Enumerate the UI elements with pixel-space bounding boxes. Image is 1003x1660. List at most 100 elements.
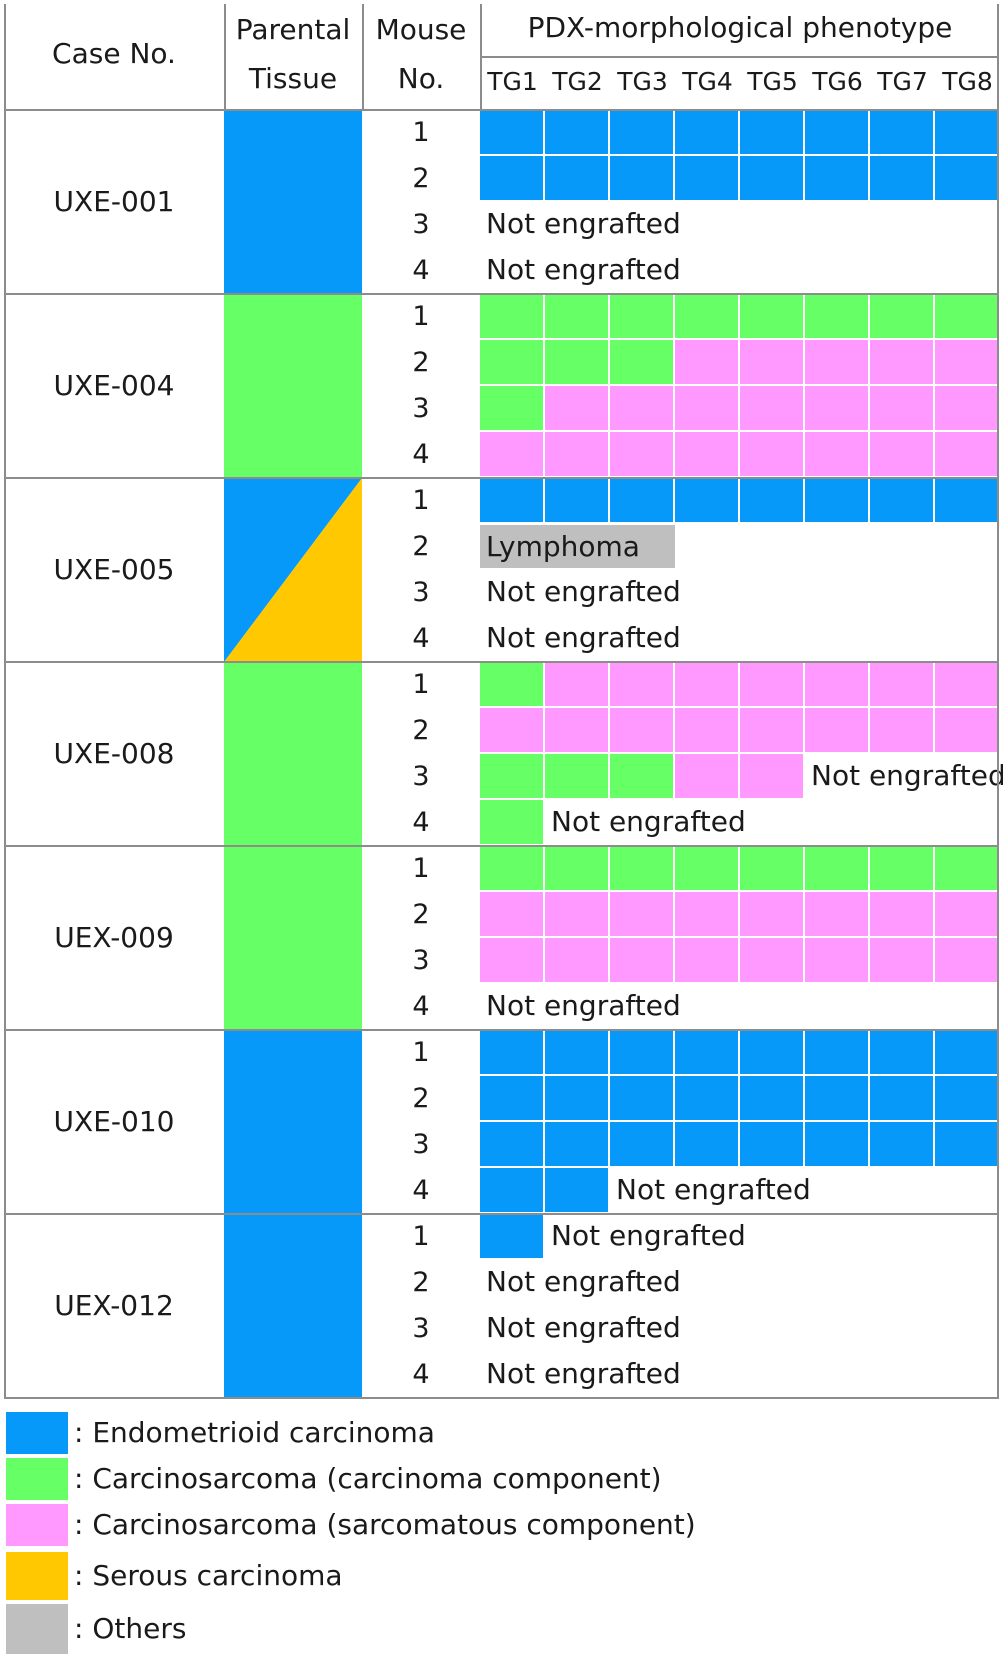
tg-cell [740, 754, 803, 798]
tg-cell [480, 1214, 543, 1258]
mouse-number: 4 [412, 807, 430, 838]
parental-tissue-cell [224, 110, 362, 294]
mouse-number: 4 [412, 439, 430, 470]
tg-cell [870, 1030, 933, 1074]
tg-cell [675, 846, 738, 890]
legend-swatch-C [6, 1458, 68, 1500]
case-id-label: UEX-009 [54, 921, 174, 954]
tg-cell [740, 1122, 803, 1166]
tg-cell [610, 386, 673, 430]
tg-cell [870, 432, 933, 476]
tg-cell [545, 156, 608, 200]
tg-cell [610, 938, 673, 982]
header-divider-parental [362, 4, 364, 110]
tg-cell [870, 662, 933, 706]
tg-cell [870, 1122, 933, 1166]
mouse-number: 2 [412, 1083, 430, 1114]
tg-cell [610, 754, 673, 798]
tg-cell [545, 1076, 608, 1120]
tg-cell [610, 340, 673, 384]
tg-header-4: TG4 [682, 67, 733, 96]
tg-cell [805, 892, 868, 936]
tg-cell [805, 938, 868, 982]
tg-cell [870, 340, 933, 384]
case-id-label: UXE-004 [53, 369, 175, 402]
row-divider [4, 293, 999, 295]
tg-cell [610, 110, 673, 154]
tg-cell [480, 432, 543, 476]
mouse-number: 1 [412, 485, 430, 516]
not-engrafted-label: Not engrafted [486, 621, 681, 654]
tg-cell [805, 1122, 868, 1166]
tg-cell [675, 340, 738, 384]
tg-header-5: TG5 [747, 67, 798, 96]
tg-cell [545, 662, 608, 706]
row-divider [4, 1397, 999, 1399]
tg-cell [870, 110, 933, 154]
mouse-number: 2 [412, 899, 430, 930]
legend-swatch-S [6, 1504, 68, 1546]
tg-cell [545, 892, 608, 936]
mouse-number: 3 [412, 209, 430, 240]
tg-cell [675, 478, 738, 522]
tg-cell [935, 708, 998, 752]
table-border-left [4, 4, 6, 1398]
tg-cell [675, 294, 738, 338]
row-divider [4, 477, 999, 479]
tg-cell [545, 432, 608, 476]
legend-label: : Serous carcinoma [74, 1559, 343, 1592]
tg-cell [675, 662, 738, 706]
tg-cell [935, 938, 998, 982]
tg-cell [610, 478, 673, 522]
tg-cell [545, 1122, 608, 1166]
case-no-header: Case No. [52, 37, 176, 70]
tg-cell [935, 846, 998, 890]
parental-tissue-cell [224, 662, 362, 846]
tg-cell [610, 156, 673, 200]
parental-tissue-cell [224, 1030, 362, 1214]
tg-cell [675, 432, 738, 476]
row-divider [4, 661, 999, 663]
mouse-number: 3 [412, 393, 430, 424]
phenotype-header: PDX-morphological phenotype [527, 11, 953, 44]
tg-cell [480, 340, 543, 384]
tg-cell [480, 478, 543, 522]
tg-cell [545, 938, 608, 982]
tg-cell [545, 708, 608, 752]
mouse-number: 1 [412, 853, 430, 884]
tg-cell [675, 938, 738, 982]
tg-header-1: TG1 [487, 67, 538, 96]
legend-label: : Endometrioid carcinoma [74, 1416, 435, 1449]
mouse-no-header-line2: No. [397, 62, 445, 95]
mouse-number: 1 [412, 1037, 430, 1068]
mouse-number: 2 [412, 163, 430, 194]
tg-cell [545, 386, 608, 430]
tg-cell [935, 432, 998, 476]
tg-cell [675, 156, 738, 200]
tg-header-8: TG8 [942, 67, 993, 96]
not-engrafted-label: Not engrafted [551, 805, 746, 838]
legend-swatch-O [6, 1604, 68, 1654]
mouse-number: 3 [412, 761, 430, 792]
lymphoma-label: Lymphoma [480, 525, 675, 568]
tg-cell [805, 156, 868, 200]
tg-cell [740, 892, 803, 936]
mouse-number: 3 [412, 577, 430, 608]
legend-swatch-Se [6, 1552, 68, 1600]
tg-cell [870, 708, 933, 752]
tg-cell [870, 892, 933, 936]
tg-cell [480, 938, 543, 982]
tg-cell [805, 708, 868, 752]
case-id-label: UEX-012 [54, 1289, 174, 1322]
tg-cell [740, 340, 803, 384]
table-border-right [997, 4, 999, 1398]
tg-cell [935, 294, 998, 338]
tg-cell [610, 1076, 673, 1120]
row-divider [4, 1213, 999, 1215]
tg-cell [740, 110, 803, 154]
tg-cell [805, 478, 868, 522]
row-divider [4, 845, 999, 847]
mouse-number: 3 [412, 945, 430, 976]
mouse-number: 4 [412, 1359, 430, 1390]
